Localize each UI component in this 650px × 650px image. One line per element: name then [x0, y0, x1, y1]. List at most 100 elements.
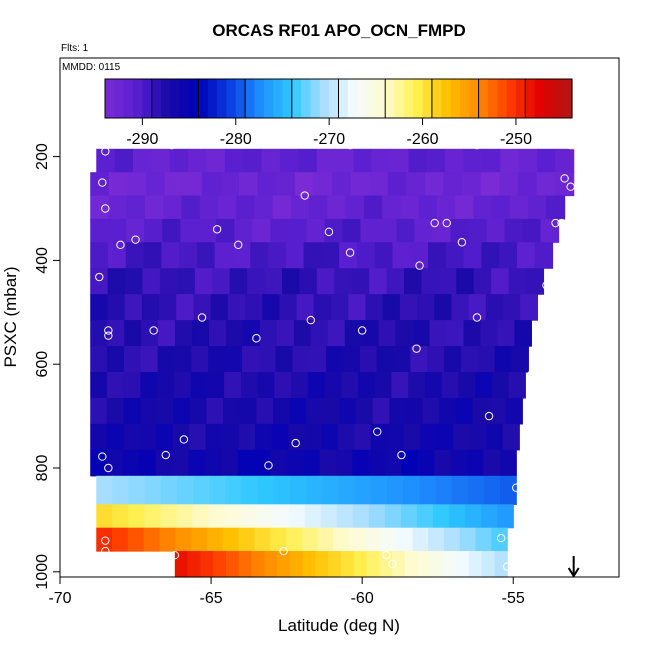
- heatmap-cell: [268, 242, 287, 269]
- heatmap-cell: [455, 397, 474, 425]
- heatmap-cell: [96, 527, 113, 552]
- heatmap-cell: [291, 372, 309, 399]
- heatmap-cell: [462, 172, 482, 197]
- colorbar-swatch: [431, 79, 442, 118]
- heatmap-cells: [90, 148, 575, 578]
- observation-point: [264, 461, 273, 470]
- heatmap-cell: [306, 218, 325, 243]
- heatmap-cell: [426, 148, 446, 173]
- y-tick-label: 1000: [34, 554, 51, 590]
- heatmap-cell: [417, 504, 434, 529]
- x-tick-label: -60: [351, 590, 374, 607]
- heatmap-cell: [467, 475, 485, 505]
- heatmap-cell: [424, 172, 445, 197]
- heatmap-cell: [90, 346, 108, 373]
- heatmap-cell: [139, 423, 157, 451]
- colorbar-swatch: [375, 79, 386, 118]
- heatmap-cell: [424, 372, 443, 399]
- colorbar-swatch: [525, 79, 536, 118]
- heatmap-cell: [193, 294, 212, 321]
- heatmap-cell: [187, 551, 201, 578]
- heatmap-cell: [468, 294, 487, 321]
- heatmap-cell: [245, 294, 263, 321]
- heatmap-cell: [276, 320, 295, 347]
- heatmap-cell: [196, 242, 216, 269]
- heatmap-cell: [271, 423, 289, 451]
- observation-point: [161, 450, 170, 460]
- heatmap-cell: [511, 346, 529, 373]
- heatmap-cell: [108, 218, 127, 243]
- heatmap-cell: [108, 242, 127, 269]
- heatmap-cell: [225, 475, 243, 505]
- heatmap-cell: [127, 527, 145, 552]
- observation-point: [104, 463, 113, 473]
- heatmap-cell: [106, 397, 125, 425]
- heatmap-cell: [257, 475, 275, 505]
- heatmap-cell: [387, 423, 405, 451]
- heatmap-cell: [395, 320, 414, 347]
- heatmap-cell: [491, 527, 508, 552]
- heatmap-cell: [481, 148, 501, 173]
- heatmap-cell: [514, 320, 532, 347]
- heatmap-cell: [157, 372, 175, 399]
- heatmap-cell: [238, 172, 259, 197]
- colorbar-swatch: [179, 79, 190, 118]
- heatmap-cell: [446, 320, 465, 347]
- heatmap-cell: [144, 504, 162, 529]
- heatmap-cell: [520, 294, 539, 321]
- heatmap-cell: [321, 423, 339, 451]
- heatmap-cell: [396, 218, 416, 243]
- heatmap-cell: [481, 504, 498, 529]
- heatmap-cell: [140, 372, 158, 399]
- heatmap-cell: [546, 195, 566, 220]
- observation-point: [345, 140, 355, 150]
- colorbar: -290 -280 -270 -260 -250: [104, 78, 573, 148]
- heatmap-cell: [321, 242, 340, 269]
- heatmap-cell: [289, 551, 304, 578]
- observation-point: [149, 326, 158, 335]
- heatmap-cell: [359, 346, 378, 373]
- observation-point: [496, 533, 506, 543]
- heatmap-cell: [156, 423, 174, 451]
- heatmap-cell: [275, 346, 294, 373]
- heatmap-cell: [237, 449, 255, 477]
- heatmap-cell: [352, 504, 370, 529]
- colorbar-swatch: [487, 79, 498, 118]
- heatmap-cell: [90, 294, 109, 321]
- heatmap-cell: [309, 346, 327, 373]
- heatmap-cell: [239, 397, 258, 425]
- colorbar-swatch: [497, 79, 508, 118]
- heatmap-cell: [331, 172, 352, 197]
- heatmap-cell: [372, 397, 390, 425]
- colorbar-swatch: [366, 79, 377, 118]
- heatmap-cell: [494, 551, 508, 578]
- heatmap-cell: [288, 504, 306, 529]
- heatmap-cell: [444, 346, 462, 373]
- heatmap-cell: [270, 218, 289, 243]
- heatmap-cell: [526, 268, 545, 295]
- observation-point: [101, 536, 110, 545]
- heatmap-cell: [460, 346, 479, 373]
- heatmap-cell: [500, 475, 517, 505]
- observation-point: [557, 218, 566, 228]
- heatmap-cell: [408, 372, 426, 399]
- heatmap-cell: [433, 504, 450, 529]
- heatmap-cell: [304, 423, 322, 451]
- heatmap-cell: [272, 504, 290, 529]
- observation-point: [566, 182, 575, 191]
- colorbar-swatch: [329, 79, 340, 118]
- heatmap-cell: [240, 372, 259, 399]
- colorbar-swatch: [310, 79, 321, 118]
- heatmap-cell: [534, 242, 554, 269]
- observation-point: [116, 240, 125, 250]
- heatmap-cell: [445, 148, 465, 173]
- heatmap-cell: [327, 195, 347, 220]
- heatmap-cell: [555, 148, 575, 173]
- y-tick-label: 200: [34, 143, 51, 170]
- heatmap-cell: [112, 527, 129, 552]
- heatmap-cell: [190, 372, 208, 399]
- heatmap-cell: [396, 527, 413, 552]
- heatmap-cell: [258, 346, 277, 373]
- heatmap-cell: [227, 294, 246, 321]
- colorbar-swatch: [478, 79, 489, 118]
